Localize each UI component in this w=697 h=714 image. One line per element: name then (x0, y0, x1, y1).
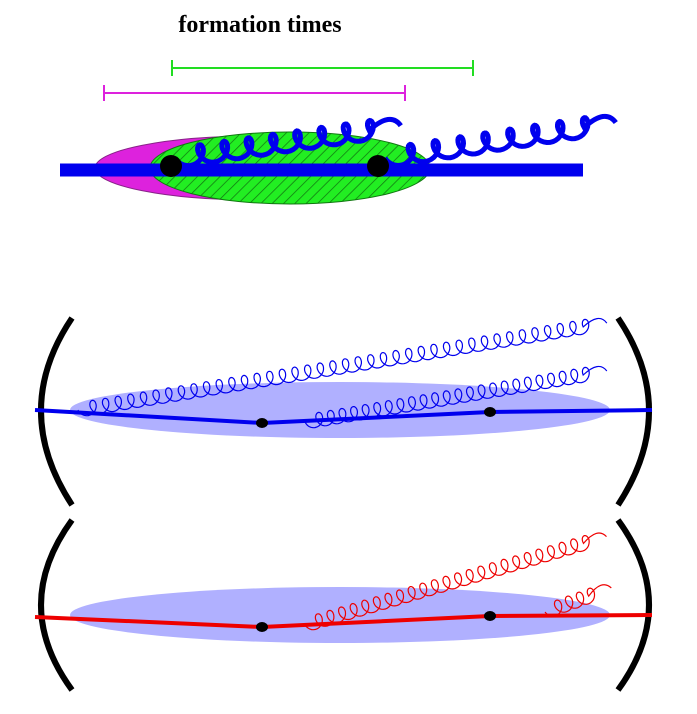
green-interval (172, 60, 473, 76)
vertex (256, 418, 268, 428)
vertex (484, 611, 496, 621)
vertex (367, 155, 389, 177)
bracket (618, 520, 649, 690)
diagram: formation times (0, 0, 697, 714)
magenta-interval (104, 85, 405, 101)
title: formation times (178, 12, 341, 38)
vertex (256, 622, 268, 632)
bracket (41, 520, 72, 690)
vertex (160, 155, 182, 177)
vertex (484, 407, 496, 417)
